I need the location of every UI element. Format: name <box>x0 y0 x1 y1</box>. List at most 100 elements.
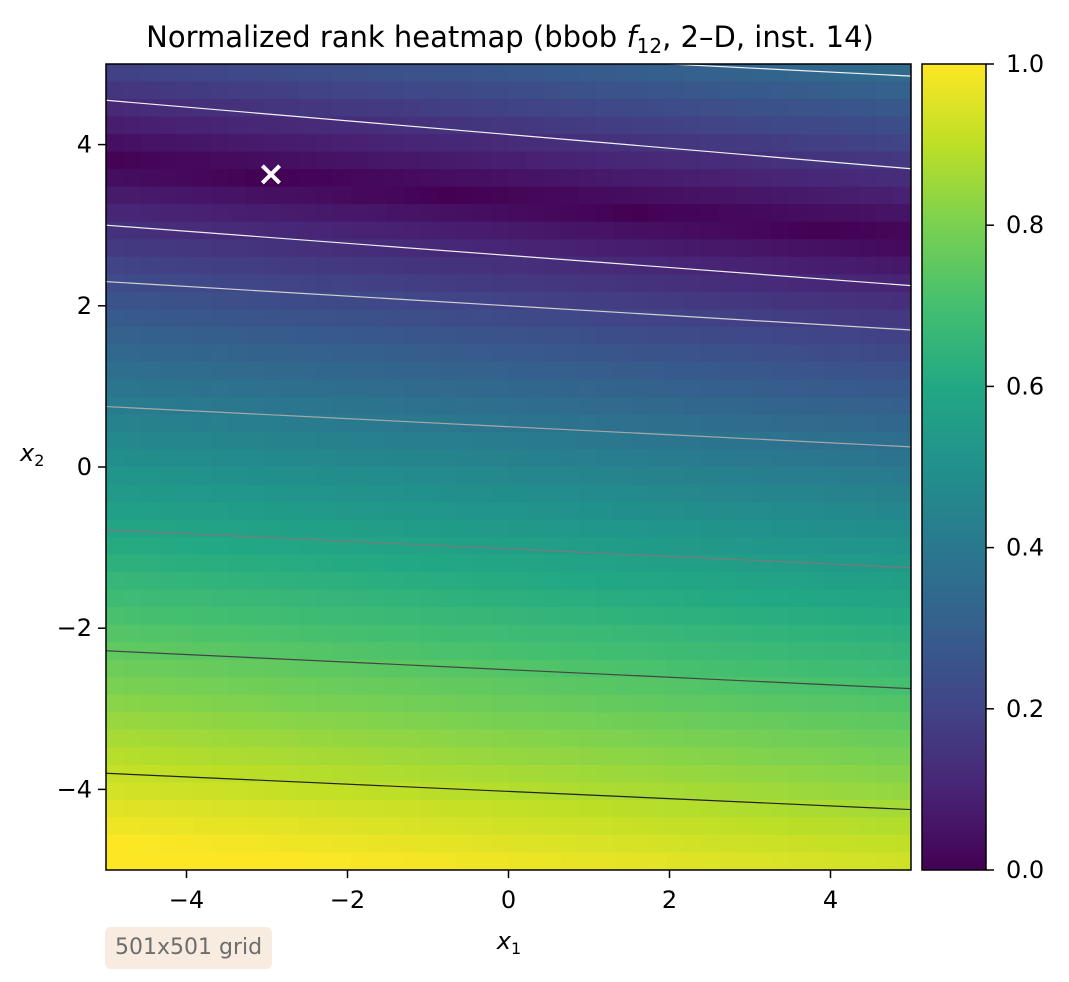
heatmap-cell <box>473 326 492 345</box>
heatmap-cell <box>666 729 685 748</box>
heatmap-cell <box>701 712 720 731</box>
heatmap-cell <box>631 186 650 205</box>
heatmap-cell <box>631 239 650 258</box>
heatmap-cell <box>876 431 895 451</box>
heatmap-cell <box>473 239 492 258</box>
heatmap-cell <box>718 81 737 100</box>
heatmap-cell <box>578 414 597 433</box>
heatmap-cell <box>211 204 230 223</box>
heatmap-cell <box>281 624 300 643</box>
heatmap-cell <box>246 607 265 626</box>
heatmap-cell <box>508 572 527 591</box>
heatmap-cell <box>351 694 370 713</box>
heatmap-cell <box>281 764 300 783</box>
heatmap-cell <box>141 572 160 591</box>
heatmap-cell <box>613 64 632 83</box>
heatmap-cell <box>806 414 825 433</box>
heatmap-cell <box>876 309 895 328</box>
heatmap-cell <box>141 607 160 626</box>
heatmap-cell <box>858 379 877 398</box>
heatmap-cell <box>666 204 685 223</box>
heatmap-cell <box>211 502 230 521</box>
heatmap-cell <box>701 747 720 766</box>
heatmap-cell <box>543 607 562 626</box>
heatmap-cell <box>683 502 702 521</box>
heatmap-cell <box>141 537 160 556</box>
heatmap-cell <box>333 677 352 696</box>
heatmap-cell <box>158 414 177 433</box>
heatmap-cell <box>841 309 860 328</box>
heatmap-cell <box>578 799 597 819</box>
heatmap-cell <box>631 642 650 661</box>
heatmap-cell <box>806 64 825 83</box>
heatmap-cell <box>438 677 457 696</box>
heatmap-cell <box>281 642 300 661</box>
heatmap-cell <box>718 361 737 380</box>
heatmap-cell <box>526 116 545 135</box>
heatmap-cell <box>806 467 825 486</box>
heatmap-cell <box>333 134 352 153</box>
heatmap-cell <box>841 502 860 521</box>
heatmap-cell <box>771 642 790 661</box>
heatmap-cell <box>701 151 720 170</box>
heatmap-cell <box>281 309 300 328</box>
heatmap-cell <box>701 782 720 801</box>
heatmap-cell <box>753 396 772 416</box>
heatmap-cell <box>736 221 755 240</box>
heatmap-cell <box>211 659 230 678</box>
heatmap-cell <box>281 519 300 538</box>
heatmap-cell <box>631 659 650 678</box>
heatmap-cell <box>228 396 247 416</box>
heatmap-cell <box>298 81 317 100</box>
heatmap-cell <box>753 256 772 275</box>
heatmap-cell <box>456 519 475 538</box>
heatmap-cell <box>473 677 492 696</box>
heatmap-cell <box>736 291 755 310</box>
heatmap-cell <box>771 431 790 451</box>
heatmap-cell <box>456 484 475 503</box>
y-axis-label-sub: 2 <box>34 451 44 470</box>
heatmap-cell <box>386 151 405 170</box>
heatmap-cell <box>176 431 195 451</box>
heatmap-cell <box>823 659 842 678</box>
heatmap-cell <box>683 782 702 801</box>
heatmap-cell <box>491 589 510 608</box>
heatmap-cell <box>351 712 370 731</box>
heatmap-cell <box>176 134 195 153</box>
heatmap-cell <box>631 589 650 608</box>
heatmap-cell <box>386 624 405 643</box>
heatmap-cell <box>351 519 370 538</box>
heatmap-cell <box>578 484 597 503</box>
heatmap-cell <box>176 204 195 223</box>
heatmap-cell <box>683 309 702 328</box>
heatmap-cell <box>106 747 125 766</box>
heatmap-cell <box>893 256 911 275</box>
heatmap-cell <box>456 186 475 205</box>
heatmap-cell <box>158 712 177 731</box>
heatmap-cell <box>473 361 492 380</box>
heatmap-cell <box>788 799 807 819</box>
heatmap-cell <box>543 256 562 275</box>
heatmap-cell <box>246 677 265 696</box>
heatmap-cell <box>526 151 545 170</box>
heatmap-cell <box>211 694 230 713</box>
heatmap-cell <box>753 852 772 870</box>
heatmap-cell <box>858 361 877 380</box>
heatmap-cell <box>438 151 457 170</box>
heatmap-cell <box>176 834 195 854</box>
heatmap-cell <box>316 81 335 100</box>
heatmap-cell <box>841 572 860 591</box>
heatmap-cell <box>841 817 860 836</box>
heatmap-cell <box>246 834 265 854</box>
heatmap-cell <box>561 309 580 328</box>
heatmap-cell <box>193 379 212 398</box>
heatmap-cell <box>491 151 510 170</box>
heatmap-cell <box>228 677 247 696</box>
heatmap-cell <box>508 554 527 573</box>
heatmap-cell <box>508 221 527 240</box>
heatmap-cell <box>631 151 650 170</box>
heatmap-cell <box>753 799 772 819</box>
heatmap-cell <box>228 414 247 433</box>
heatmap-cell <box>403 554 422 573</box>
heatmap-cell <box>263 712 282 731</box>
